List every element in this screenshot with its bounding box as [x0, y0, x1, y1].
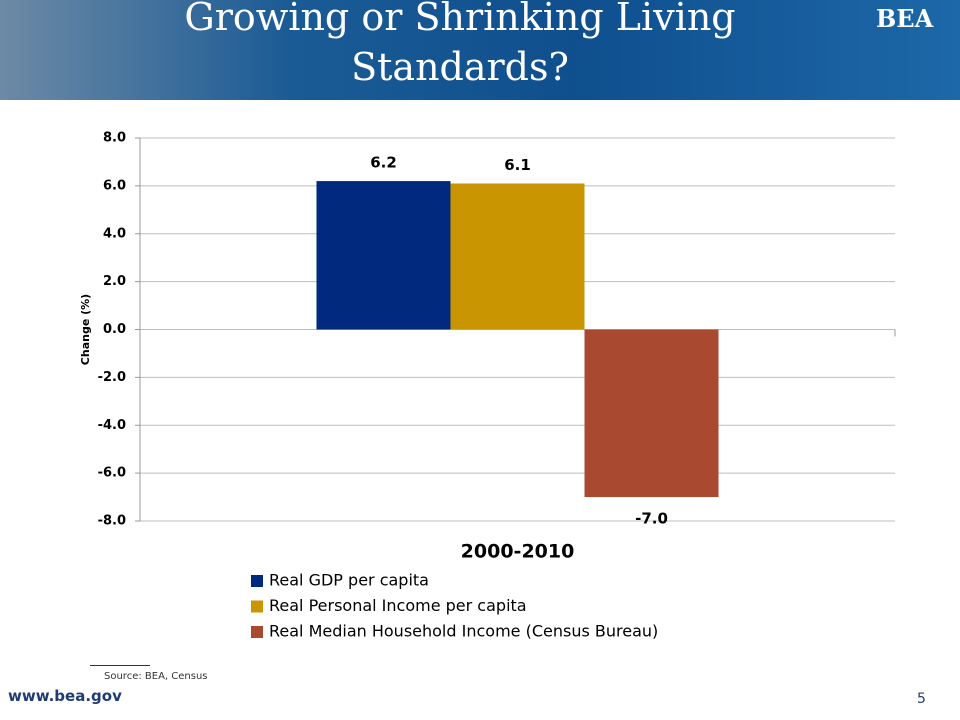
legend-swatch: [251, 626, 263, 638]
y-tick-label: -8.0: [98, 514, 126, 529]
y-tick-label: 2.0: [103, 274, 126, 289]
bar: [316, 181, 451, 330]
chart: -8.0 -6.0 -4.0 -2.0 0.0 2.0 4.0 6.0 8.0 Change (%…: [79, 131, 896, 641]
legend-label: Real GDP per capita: [269, 571, 429, 590]
legend-swatch: [251, 575, 263, 587]
logo: BEA: [876, 4, 934, 33]
legend-label: Real Personal Income per capita: [269, 596, 527, 615]
slide-title: Growing or Shrinking Living Standards?: [184, 0, 736, 89]
y-tick-label: -2.0: [98, 370, 126, 385]
bar: [450, 183, 585, 330]
value-label: 6.1: [504, 156, 531, 174]
y-tick-label: 4.0: [103, 226, 126, 241]
y-tick-label: 0.0: [103, 322, 126, 337]
header-banner: [0, 0, 960, 100]
legend-label: Real Median Household Income (Census Bur…: [269, 622, 658, 641]
y-tick-label: -6.0: [98, 466, 126, 481]
y-tick-label: 6.0: [103, 178, 126, 193]
y-axis-label: Change (%): [79, 294, 92, 365]
y-tick-label: 8.0: [103, 131, 126, 146]
y-tick-label: -4.0: [98, 418, 126, 433]
value-label: -7.0: [635, 510, 668, 528]
page-number: 5: [917, 691, 926, 707]
url: www.bea.gov: [8, 687, 122, 705]
bar: [584, 329, 719, 498]
value-label: 6.2: [370, 154, 397, 172]
legend-swatch: [251, 600, 263, 613]
source: Source: BEA, Census: [104, 671, 208, 682]
source-rule: [90, 665, 150, 666]
x-tick-label: 2000-2010: [461, 541, 575, 563]
